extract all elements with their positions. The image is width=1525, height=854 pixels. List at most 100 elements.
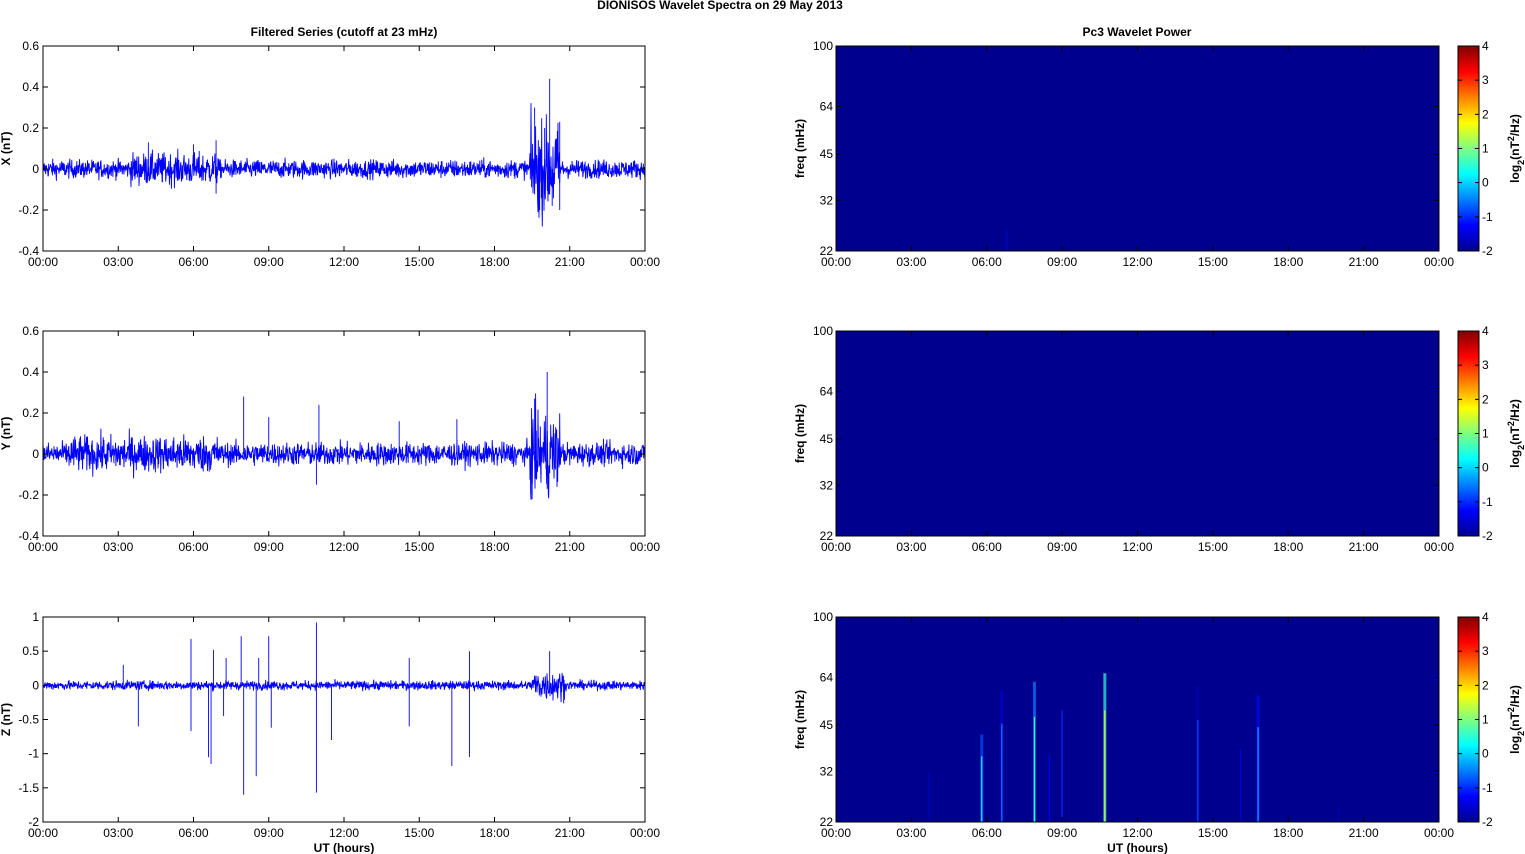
x-tick-label: 09:00 xyxy=(254,540,284,554)
colorbar-tick-label: 0 xyxy=(1482,747,1489,761)
y-tick-label: 22 xyxy=(820,815,834,829)
y-tick-label: 0.5 xyxy=(22,644,39,658)
x-axis-label: UT (hours) xyxy=(1107,841,1168,854)
y-tick-label: 45 xyxy=(820,147,834,161)
x-tick-label: 18:00 xyxy=(1273,826,1303,840)
series-trace xyxy=(42,672,646,704)
x-tick-label: 18:00 xyxy=(479,255,509,269)
colorbar-tick-label: -2 xyxy=(1482,244,1493,258)
colorbar-tick-label: 3 xyxy=(1482,73,1489,87)
x-tick-label: 00:00 xyxy=(28,255,58,269)
x-tick-label: 21:00 xyxy=(555,255,585,269)
colorbar-tick-label: 2 xyxy=(1482,107,1489,121)
x-tick-label: 03:00 xyxy=(103,826,133,840)
x-tick-label: 15:00 xyxy=(404,826,434,840)
y-axis-label: freq (mHz) xyxy=(793,404,807,463)
x-tick-label: 00:00 xyxy=(630,540,660,554)
x-tick-label: 06:00 xyxy=(178,540,208,554)
y-tick-label: 32 xyxy=(820,478,834,492)
y-tick-label: -0.4 xyxy=(18,529,39,543)
y-tick-label: 0 xyxy=(32,447,39,461)
y-tick-label: 1 xyxy=(32,610,39,624)
x-tick-label: 21:00 xyxy=(1349,255,1379,269)
colorbar-tick-label: 1 xyxy=(1482,142,1489,156)
y-axis-label: X (nT) xyxy=(0,132,13,166)
y-tick-label: 32 xyxy=(820,193,834,207)
spectrogram-background xyxy=(836,46,1439,251)
x-tick-label: 21:00 xyxy=(1349,826,1379,840)
colorbar-tick-label: -1 xyxy=(1482,210,1493,224)
x-tick-label: 00:00 xyxy=(821,826,851,840)
y-tick-label: 100 xyxy=(813,39,833,53)
x-tick-label: 00:00 xyxy=(821,255,851,269)
y-tick-label: 0.2 xyxy=(22,121,39,135)
colorbar-tick-label: 1 xyxy=(1482,713,1489,727)
x-tick-label: 00:00 xyxy=(630,255,660,269)
x-tick-label: 06:00 xyxy=(178,826,208,840)
y-tick-label: 0.6 xyxy=(22,324,39,338)
y-tick-label: 64 xyxy=(820,670,834,684)
colorbar-tick-label: -1 xyxy=(1482,495,1493,509)
x-tick-label: 18:00 xyxy=(479,540,509,554)
x-tick-label: 00:00 xyxy=(630,826,660,840)
x-tick-label: 03:00 xyxy=(896,255,926,269)
colorbar-label: log2(nT2/Hz) xyxy=(1506,114,1525,183)
x-tick-label: 00:00 xyxy=(1424,540,1454,554)
y-axis-label: Z (nT) xyxy=(0,703,13,736)
colorbar-tick-label: -1 xyxy=(1482,781,1493,795)
x-axis-label: UT (hours) xyxy=(314,841,375,854)
timeseries-panel-3: 1 0.5 0 -0.5 -1 -1.5 -2 Z (nT) 00:00 03:00 06:00 09… xyxy=(0,610,660,854)
x-tick-label: 00:00 xyxy=(1424,826,1454,840)
x-tick-label: 03:00 xyxy=(103,255,133,269)
x-tick-label: 12:00 xyxy=(329,826,359,840)
x-tick-label: 18:00 xyxy=(479,826,509,840)
colorbar-label: log2(nT2/Hz) xyxy=(1506,685,1525,754)
colorbar-tick-label: 4 xyxy=(1482,39,1489,53)
y-tick-label: -0.5 xyxy=(18,713,39,727)
y-tick-label: 45 xyxy=(820,718,834,732)
y-axis-label: freq (mHz) xyxy=(793,119,807,178)
left-column-title: Filtered Series (cutoff at 23 mHz) xyxy=(251,25,438,39)
y-axis-label: Y (nT) xyxy=(0,417,13,451)
timeseries-panel-1: 0.6 0.4 0.2 0 -0.2 -0.4 X (nT) 00:00 03:00 06:00 0… xyxy=(0,39,660,269)
x-tick-label: 09:00 xyxy=(254,826,284,840)
y-tick-label: 0.4 xyxy=(22,365,39,379)
y-tick-label: 64 xyxy=(820,99,834,113)
x-tick-label: 00:00 xyxy=(1424,255,1454,269)
x-tick-label: 12:00 xyxy=(329,255,359,269)
colorbar-label: log2(nT2/Hz) xyxy=(1506,399,1525,468)
y-tick-label: 22 xyxy=(820,244,834,258)
y-tick-label: 100 xyxy=(813,610,833,624)
y-tick-label: -0.4 xyxy=(18,244,39,258)
y-tick-label: 0 xyxy=(32,678,39,692)
x-tick-label: 06:00 xyxy=(972,255,1002,269)
x-tick-label: 21:00 xyxy=(555,826,585,840)
colorbar: 4 3 2 1 0 -1 -2 log2(nT2/Hz) xyxy=(1457,610,1525,829)
x-tick-label: 09:00 xyxy=(254,255,284,269)
y-tick-label: 0.6 xyxy=(22,39,39,53)
x-tick-label: 15:00 xyxy=(1198,255,1228,269)
colorbar-tick-label: 2 xyxy=(1482,392,1489,406)
y-tick-label: -2 xyxy=(28,815,39,829)
right-column-title: Pc3 Wavelet Power xyxy=(1083,25,1192,39)
x-tick-label: 12:00 xyxy=(329,540,359,554)
x-tick-label: 12:00 xyxy=(1122,255,1152,269)
x-tick-label: 00:00 xyxy=(821,540,851,554)
colorbar: 4 3 2 1 0 -1 -2 log2(nT2/Hz) xyxy=(1457,39,1525,258)
y-tick-label: -1 xyxy=(28,747,39,761)
x-tick-label: 09:00 xyxy=(1047,255,1077,269)
colorbar-tick-label: 0 xyxy=(1482,461,1489,475)
colorbar-tick-label: 4 xyxy=(1482,610,1489,624)
x-tick-label: 09:00 xyxy=(1047,540,1077,554)
x-tick-label: 06:00 xyxy=(972,826,1002,840)
x-tick-label: 15:00 xyxy=(404,540,434,554)
x-tick-label: 03:00 xyxy=(103,540,133,554)
y-tick-label: 45 xyxy=(820,432,834,446)
x-tick-label: 00:00 xyxy=(28,540,58,554)
x-tick-label: 15:00 xyxy=(1198,826,1228,840)
colorbar: 4 3 2 1 0 -1 -2 log2(nT2/Hz) xyxy=(1457,324,1525,543)
y-tick-label: 22 xyxy=(820,529,834,543)
